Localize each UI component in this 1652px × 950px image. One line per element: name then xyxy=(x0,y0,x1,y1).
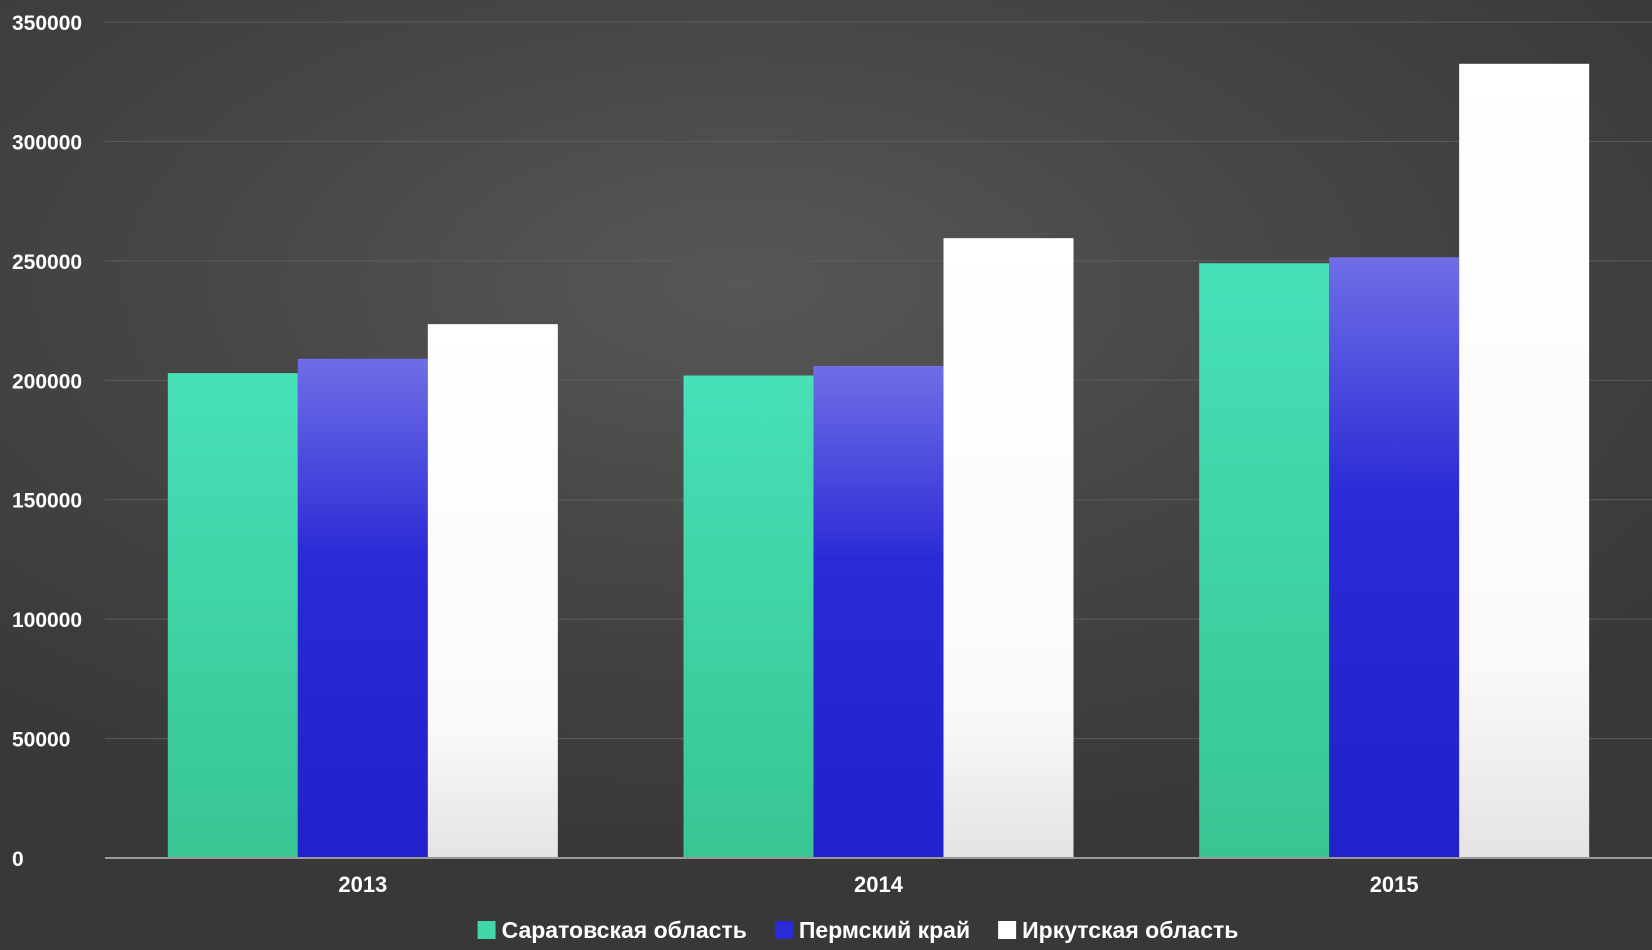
legend-item-2[interactable]: Пермский край xyxy=(774,917,970,943)
bar-2014-series-3[interactable] xyxy=(943,238,1074,858)
y-axis-tick-labels: 0 50000 100000 150000 200000 250000 300000 3500… xyxy=(12,12,82,871)
bar-2013-series-2[interactable] xyxy=(297,358,428,858)
bar-2013-series-1[interactable] xyxy=(167,373,298,858)
y-tick-label: 0 xyxy=(12,848,24,871)
legend-swatch xyxy=(477,921,496,939)
bars xyxy=(167,63,1590,859)
y-tick-label: 350000 xyxy=(12,12,82,35)
y-tick-label: 200000 xyxy=(12,370,82,393)
legend-swatch xyxy=(774,921,793,939)
legend-item-1[interactable]: Саратовская область xyxy=(477,917,747,943)
legend-item-3[interactable]: Иркутская область xyxy=(998,917,1238,943)
y-tick-label: 50000 xyxy=(12,729,70,752)
legend-label: Саратовская область xyxy=(502,917,747,943)
x-axis-category-labels: 2013 2014 2015 xyxy=(338,872,1418,897)
y-tick-label: 150000 xyxy=(12,490,82,513)
bar-2014-series-2[interactable] xyxy=(813,365,944,858)
x-category-label: 2014 xyxy=(854,872,904,897)
y-tick-label: 300000 xyxy=(12,131,82,154)
legend-label: Иркутская область xyxy=(1022,917,1238,943)
x-category-label: 2015 xyxy=(1370,872,1419,897)
bar-2015-series-1[interactable] xyxy=(1199,263,1330,858)
y-tick-label: 250000 xyxy=(12,251,82,274)
legend-label: Пермский край xyxy=(799,917,970,943)
legend[interactable]: Саратовская область Пермский край Иркутска… xyxy=(477,917,1239,943)
y-tick-label: 100000 xyxy=(12,609,82,632)
bar-2015-series-2[interactable] xyxy=(1329,257,1460,858)
bar-2015-series-3[interactable] xyxy=(1459,63,1590,859)
x-category-label: 2013 xyxy=(338,872,387,897)
bar-2014-series-1[interactable] xyxy=(683,375,814,858)
legend-swatch xyxy=(998,921,1017,939)
bar-2013-series-3[interactable] xyxy=(427,324,558,858)
